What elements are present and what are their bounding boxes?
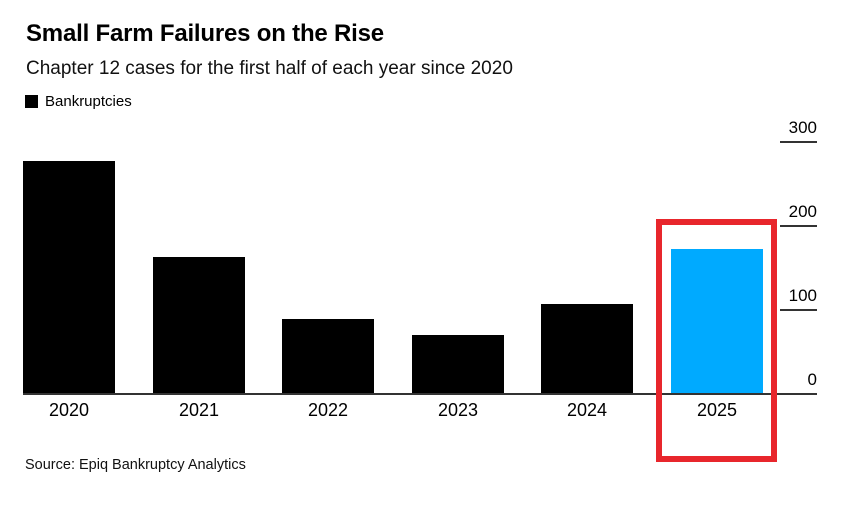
x-axis-label-2021: 2021: [178, 400, 220, 420]
highlight-box-2025: [656, 219, 777, 462]
bar-2020: [23, 161, 115, 394]
legend-swatch-icon: [25, 95, 38, 108]
x-axis-line: [23, 393, 817, 395]
bar-2025: [671, 249, 763, 394]
legend-label: Bankruptcies: [45, 93, 132, 110]
x-axis-label-2022: 2022: [307, 400, 349, 420]
x-axis-label-2023: 2023: [437, 400, 479, 420]
y-tick-label-0: 0: [807, 370, 817, 389]
y-tick-label-200: 200: [788, 202, 817, 221]
x-axis-label-2025: 2025: [696, 400, 738, 420]
bar-2021: [153, 257, 245, 394]
bar-2022: [282, 319, 374, 394]
y-tick-line-100: [780, 309, 817, 311]
source-note: Source: Epiq Bankruptcy Analytics: [25, 457, 246, 473]
y-tick-label-100: 100: [788, 286, 817, 305]
bar-2024: [541, 304, 633, 394]
x-axis-label-2020: 2020: [48, 400, 90, 420]
y-tick-label-300: 300: [788, 118, 817, 137]
chart-title: Small Farm Failures on the Rise: [26, 20, 384, 47]
x-axis-label-2024: 2024: [566, 400, 608, 420]
legend: Bankruptcies: [25, 93, 132, 110]
y-tick-line-300: [780, 141, 817, 143]
y-tick-line-200: [780, 225, 817, 227]
chart-subtitle: Chapter 12 cases for the first half of e…: [26, 58, 513, 79]
bar-2023: [412, 335, 504, 394]
